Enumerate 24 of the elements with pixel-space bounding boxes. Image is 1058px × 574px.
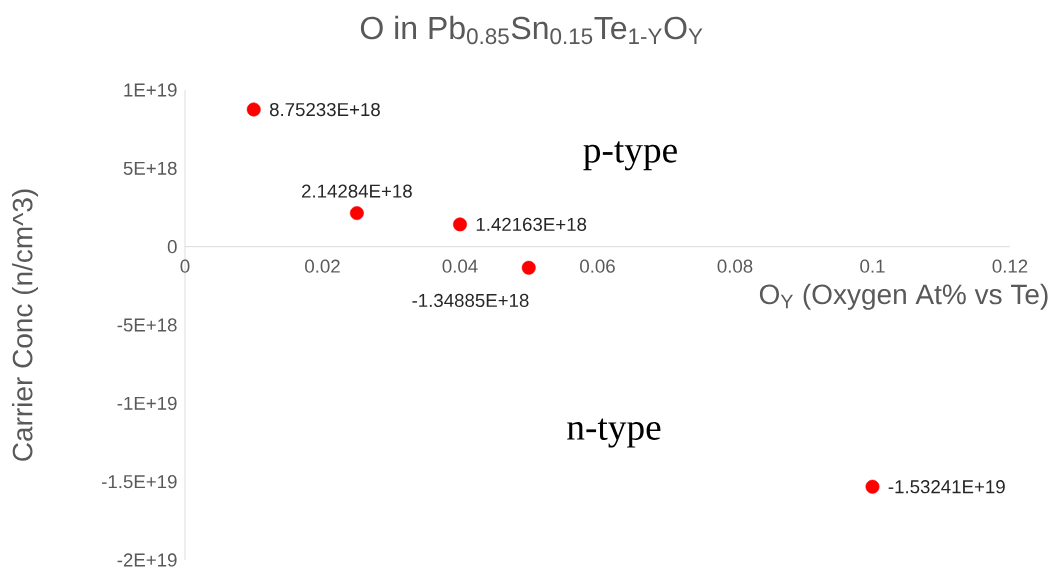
annotation: p-type: [583, 141, 677, 171]
data-label: 1.42163E+18: [476, 217, 587, 231]
chart-title: O in Pb$_{0.85}$Sn$_{0.15}$Te$_{1-Y}$O$_{Y}$: [360, 15, 703, 45]
y-tick-label: 5E+18: [123, 161, 177, 175]
x-tick-label: 0.02: [305, 259, 340, 273]
x-tick-label: 0.08: [717, 259, 753, 273]
y-tick-label: 1E+19: [124, 83, 177, 97]
data-label: 2.14284E+18: [302, 184, 412, 198]
x-tick-label: 0.1: [860, 259, 885, 273]
y-tick-label: -1.5E+19: [102, 475, 177, 489]
data-label: -1.53241E+19: [888, 480, 1005, 494]
y-tick-label: -5E+18: [117, 318, 177, 332]
x-tick-label: 0.12: [992, 259, 1028, 273]
x-tick-label: 0.06: [580, 259, 615, 273]
x-tick-label: 0.04: [442, 259, 478, 273]
data-label: -1.34885E+18: [412, 293, 529, 308]
y-tick-label: -2E+19: [117, 553, 177, 567]
y-tick-label: -1E+19: [117, 396, 177, 410]
annotation: n-type: [567, 418, 661, 448]
x-tick-label: 0: [180, 259, 190, 273]
data-label: 8.75233E+18: [269, 102, 380, 117]
y-tick-label: 0: [167, 240, 177, 254]
y-axis-title: Carrier Conc (n/cm^3): [11, 189, 39, 461]
x-axis-title: O$_{Y}$ (Oxygen At% vs Te): [759, 283, 1048, 310]
